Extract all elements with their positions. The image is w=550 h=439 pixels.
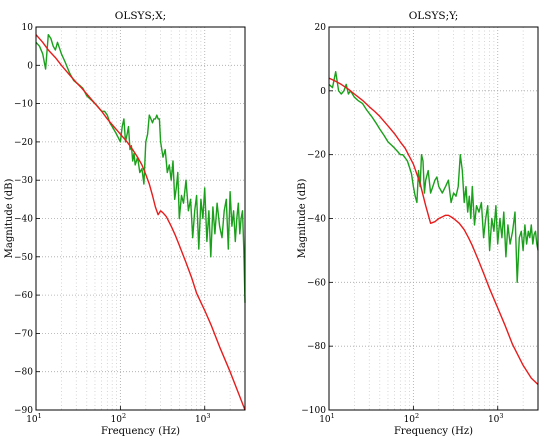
- y-tick-label: −100: [301, 406, 326, 416]
- model-series-line: [35, 34, 246, 411]
- y-tick-label: −80: [307, 342, 326, 352]
- y-tick-label: 0: [27, 61, 33, 71]
- y-tick-label: 0: [320, 87, 326, 97]
- measured-series-line: [328, 70, 539, 283]
- model-series-line: [328, 77, 539, 386]
- chart-title: OLSYS;X;: [115, 10, 166, 22]
- chart-title: OLSYS;Y;: [409, 10, 459, 22]
- y-axis-label: Magnitude (dB): [4, 179, 15, 259]
- y-tick-label: −20: [307, 151, 326, 161]
- x-axis-label: Frequency (Hz): [394, 426, 473, 437]
- measured-series-line: [35, 34, 246, 303]
- y-tick-label: −40: [307, 215, 326, 225]
- y-tick-label: −30: [14, 176, 33, 186]
- y-tick-label: −50: [14, 253, 33, 263]
- y-tick-label: −70: [14, 329, 33, 339]
- y-tick-label: −60: [14, 291, 33, 301]
- y-tick-label: −20: [14, 138, 33, 148]
- x-tick-label: 103: [488, 412, 504, 425]
- y-tick-label: −90: [14, 406, 33, 416]
- x-axis-label: Frequency (Hz): [101, 426, 180, 437]
- y-tick-label: −40: [14, 215, 33, 225]
- x-tick-label: 102: [111, 412, 127, 425]
- y-axis-label: Magnitude (dB): [297, 179, 308, 259]
- y-tick-label: −10: [14, 100, 33, 110]
- x-tick-label: 102: [404, 412, 420, 425]
- y-tick-label: −80: [14, 368, 33, 378]
- y-tick-label: 10: [22, 23, 34, 33]
- y-tick-label: −60: [307, 278, 326, 288]
- y-tick-label: 20: [315, 23, 327, 33]
- x-tick-label: 103: [195, 412, 211, 425]
